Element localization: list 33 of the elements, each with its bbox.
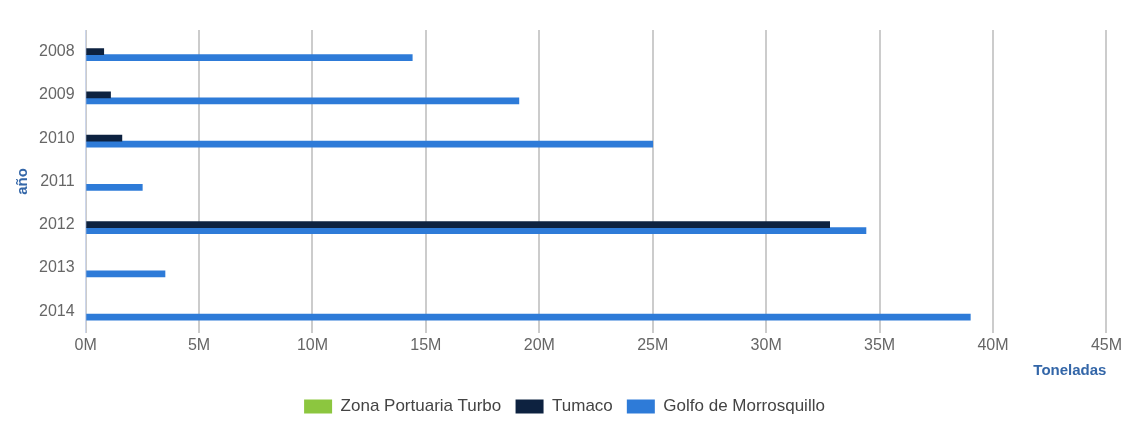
legend-label: Golfo de Morrosquillo	[663, 396, 825, 416]
y-tick-label: 2012	[39, 215, 75, 233]
bar	[86, 140, 654, 148]
y-tick-label: 2008	[39, 42, 75, 60]
bar	[86, 54, 413, 61]
legend-label: Zona Portuaria Turbo	[340, 396, 502, 416]
x-tick-label: 40M	[977, 335, 1009, 353]
y-axis-title: año	[13, 168, 31, 195]
bar	[86, 227, 867, 234]
x-tick-label: 25M	[637, 335, 669, 353]
bar	[86, 91, 111, 99]
bar	[86, 97, 520, 105]
y-tick-label: 2013	[39, 258, 75, 276]
x-tick-label: 10M	[296, 335, 329, 353]
y-tick-label: 2009	[39, 85, 75, 103]
y-tick-label: 2014	[39, 301, 75, 319]
legend-label: Tumaco	[552, 396, 613, 416]
bar	[86, 48, 105, 55]
bar	[86, 270, 166, 278]
x-tick-label: 15M	[410, 335, 442, 353]
x-tick-label: 5M	[187, 335, 211, 353]
bar	[86, 221, 831, 228]
x-axis-title: Toneladas	[1033, 361, 1107, 379]
bar	[86, 184, 143, 191]
x-tick-label: 35M	[864, 335, 896, 353]
bar	[86, 313, 971, 321]
x-tick-label: 45M	[1090, 335, 1122, 353]
y-tick-label: 2010	[39, 128, 75, 146]
bar	[86, 134, 123, 142]
y-tick-label: 2011	[40, 171, 75, 189]
x-tick-label: 0M	[74, 335, 97, 353]
x-tick-label: 20M	[523, 335, 555, 353]
x-tick-label: 30M	[750, 335, 782, 353]
